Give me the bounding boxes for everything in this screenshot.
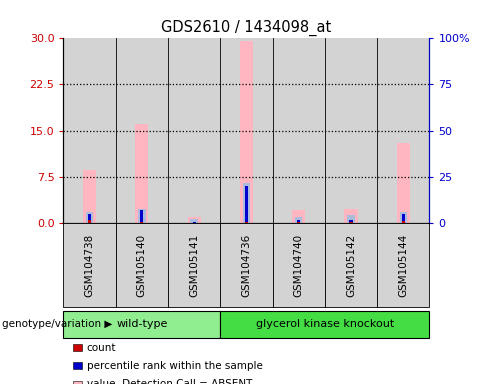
Bar [273,38,325,223]
Bar [88,214,91,223]
Bar [168,38,220,223]
Text: GSM105142: GSM105142 [346,233,356,296]
Bar [240,41,253,223]
Bar [141,222,143,223]
Bar [138,209,145,223]
Bar [325,38,377,223]
Text: GSM104736: GSM104736 [242,233,251,296]
Text: wild-type: wild-type [116,319,167,329]
Bar [402,214,405,223]
Bar [292,210,305,223]
Text: GSM105144: GSM105144 [398,233,408,296]
Text: genotype/variation ▶: genotype/variation ▶ [2,319,113,329]
Bar [63,38,116,223]
Text: GSM104740: GSM104740 [294,233,304,296]
Bar [193,222,196,223]
Bar [83,170,96,223]
Bar [86,212,93,223]
Bar [88,220,91,223]
Bar [297,222,300,223]
Bar [402,221,405,223]
Bar [190,219,198,223]
Bar [349,222,352,223]
Bar [297,220,300,223]
Bar [141,210,143,223]
Bar [220,38,273,223]
Text: GSM105141: GSM105141 [189,233,199,296]
Bar [400,212,407,223]
Bar [295,217,303,223]
Text: percentile rank within the sample: percentile rank within the sample [87,361,263,371]
Bar [135,124,148,223]
Bar [377,38,429,223]
Bar [243,183,250,223]
Text: GSM104738: GSM104738 [84,233,95,296]
Text: value, Detection Call = ABSENT: value, Detection Call = ABSENT [87,379,252,384]
Text: glycerol kinase knockout: glycerol kinase knockout [256,319,394,329]
Bar [187,217,201,223]
Bar [116,38,168,223]
Title: GDS2610 / 1434098_at: GDS2610 / 1434098_at [162,20,331,36]
Bar [245,186,248,223]
Bar [349,220,352,223]
Bar [397,143,410,223]
Text: count: count [87,343,116,353]
Bar [347,215,355,223]
Bar [345,209,358,223]
Text: GSM105140: GSM105140 [137,233,147,296]
Bar [245,222,248,223]
